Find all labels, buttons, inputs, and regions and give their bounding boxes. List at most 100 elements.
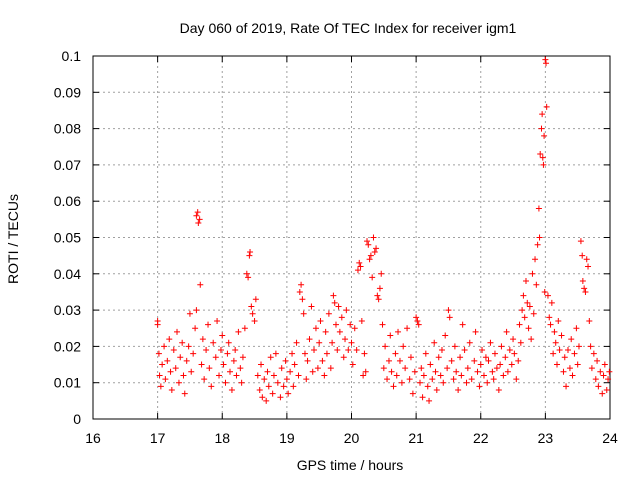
data-point bbox=[214, 317, 221, 324]
data-point bbox=[300, 310, 307, 317]
data-point bbox=[548, 299, 555, 306]
data-point bbox=[330, 292, 337, 299]
data-point bbox=[301, 350, 308, 357]
data-point bbox=[319, 357, 326, 364]
data-point bbox=[540, 161, 547, 168]
data-point bbox=[366, 256, 373, 263]
data-point bbox=[424, 383, 431, 390]
data-point bbox=[464, 365, 471, 372]
data-point bbox=[444, 365, 451, 372]
data-point bbox=[263, 397, 270, 404]
data-point bbox=[196, 216, 203, 223]
data-point bbox=[477, 361, 484, 368]
data-point bbox=[219, 332, 226, 339]
data-point bbox=[544, 292, 551, 299]
data-point bbox=[375, 296, 382, 303]
data-point bbox=[398, 379, 405, 386]
data-point bbox=[511, 350, 518, 357]
data-point bbox=[369, 274, 376, 281]
data-point bbox=[525, 325, 532, 332]
data-point bbox=[282, 357, 289, 364]
data-point bbox=[198, 361, 205, 368]
data-point bbox=[180, 372, 187, 379]
data-point bbox=[599, 390, 606, 397]
data-point bbox=[183, 357, 190, 364]
data-point bbox=[402, 365, 409, 372]
x-tick-label: 16 bbox=[85, 430, 101, 446]
data-point bbox=[347, 321, 354, 328]
data-point bbox=[192, 325, 199, 332]
data-point bbox=[291, 361, 298, 368]
data-point bbox=[168, 386, 175, 393]
data-point bbox=[530, 310, 537, 317]
data-point bbox=[345, 347, 352, 354]
data-point bbox=[555, 317, 562, 324]
data-point bbox=[577, 238, 584, 245]
data-point bbox=[558, 332, 565, 339]
data-point bbox=[280, 383, 287, 390]
data-point bbox=[210, 339, 217, 346]
axis-ticks bbox=[92, 55, 611, 420]
data-point bbox=[376, 285, 383, 292]
data-point bbox=[448, 357, 455, 364]
data-point bbox=[568, 336, 575, 343]
data-point bbox=[573, 325, 580, 332]
data-point bbox=[370, 234, 377, 241]
data-point bbox=[325, 310, 332, 317]
data-point bbox=[272, 350, 279, 357]
data-point bbox=[592, 376, 599, 383]
data-point bbox=[437, 372, 444, 379]
data-point bbox=[535, 205, 542, 212]
data-point bbox=[493, 365, 500, 372]
data-point bbox=[455, 386, 462, 393]
data-point bbox=[258, 361, 265, 368]
data-point bbox=[427, 361, 434, 368]
data-point bbox=[390, 383, 397, 390]
data-point bbox=[579, 278, 586, 285]
x-tick-label: 17 bbox=[150, 430, 166, 446]
data-point bbox=[605, 376, 612, 383]
data-point bbox=[161, 343, 168, 350]
data-point bbox=[224, 350, 231, 357]
data-point bbox=[293, 339, 300, 346]
data-point bbox=[232, 347, 239, 354]
data-point bbox=[546, 314, 553, 321]
data-point bbox=[526, 303, 533, 310]
data-point bbox=[543, 60, 550, 67]
data-point bbox=[274, 379, 281, 386]
data-point bbox=[156, 372, 163, 379]
data-point bbox=[433, 386, 440, 393]
data-point bbox=[374, 292, 381, 299]
data-point bbox=[534, 241, 541, 248]
x-tick-label: 20 bbox=[344, 430, 360, 446]
x-tick-label: 22 bbox=[473, 430, 489, 446]
data-point bbox=[510, 336, 517, 343]
data-point bbox=[296, 288, 303, 295]
data-point bbox=[429, 376, 436, 383]
data-point bbox=[190, 350, 197, 357]
data-point bbox=[364, 238, 371, 245]
data-point bbox=[575, 343, 582, 350]
x-tick-label: 23 bbox=[538, 430, 554, 446]
data-point bbox=[508, 361, 515, 368]
data-point bbox=[216, 372, 223, 379]
data-point bbox=[446, 314, 453, 321]
data-point bbox=[154, 321, 161, 328]
x-tick-labels: 16 17 18 19 20 21 22 23 24 bbox=[85, 430, 618, 446]
data-point bbox=[414, 317, 421, 324]
data-point bbox=[264, 368, 271, 375]
data-point bbox=[413, 314, 420, 321]
data-point bbox=[522, 278, 529, 285]
data-point bbox=[532, 256, 539, 263]
data-point bbox=[537, 151, 544, 158]
data-point bbox=[420, 372, 427, 379]
x-tick-label: 21 bbox=[408, 430, 424, 446]
data-point bbox=[309, 368, 316, 375]
data-point bbox=[314, 365, 321, 372]
data-point bbox=[471, 357, 478, 364]
data-point bbox=[583, 256, 590, 263]
data-point bbox=[529, 270, 536, 277]
data-point bbox=[435, 354, 442, 361]
data-point bbox=[249, 310, 256, 317]
